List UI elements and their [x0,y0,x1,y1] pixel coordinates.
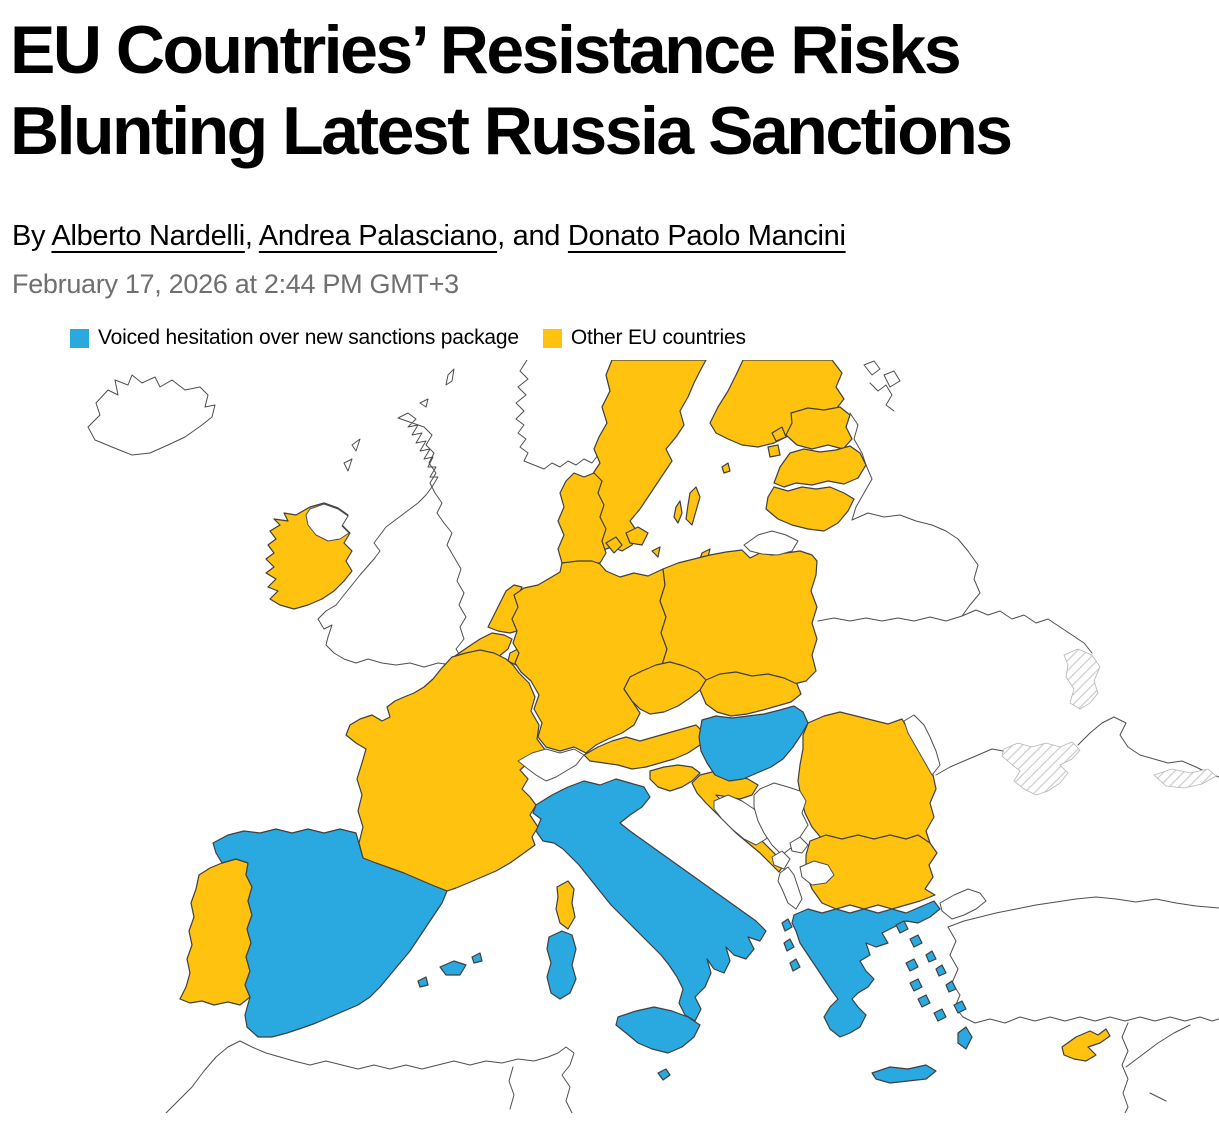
coastline-black-sea-north [935,748,1004,776]
legend-swatch-hesitant [70,328,89,348]
map-island-aland [721,462,731,474]
coastline-levant [1121,1022,1191,1113]
legend-label-hesitant: Voiced hesitation over new sanctions pac… [98,326,519,349]
europe-map-svg [87,360,1219,1113]
map-country-lithuania [765,486,855,532]
map-island-gotland-oland [673,486,701,526]
map-country-hungary [698,705,809,782]
legend-label-other: Other EU countries [570,326,746,349]
map-country-albania [777,866,803,910]
byline: By Alberto Nardelli, Andrea Palasciano, … [12,220,1219,253]
map-islands-aegean-ionian [781,918,973,1050]
map-islands-denmark [605,526,711,560]
hatched-area-kuban [1153,768,1217,789]
title-line-1: EU Countries’ Resistance Risks [10,12,962,88]
map-country-spain [212,828,448,1038]
map-country-estonia [767,406,853,458]
border-belarus [817,512,981,622]
hatched-area-crimea [1001,741,1081,796]
map-region-kaliningrad [743,530,799,556]
map-country-denmark [557,472,607,564]
title-line-2: Blunting Latest Russia Sanctions [10,93,1013,169]
author-link-3[interactable]: Donato Paolo Mancini [567,220,846,252]
publish-date: February 17, 2026 at 2:44 PM GMT+3 [12,269,459,299]
map-island-crete [871,1064,937,1084]
coastline-iceland [87,374,216,456]
map-country-kosovo [789,836,809,854]
author-link-2[interactable]: Andrea Palasciano [258,220,498,252]
map-country-montenegro [771,850,791,870]
map-country-latvia [773,445,867,488]
legend-item-other: Other EU countries [542,326,746,350]
map-country-cyprus [1061,1028,1111,1062]
map-island-corsica [555,880,576,930]
map-island-sardinia [546,930,577,1000]
map-island-sicily [615,1006,701,1054]
map-country-bulgaria [805,834,938,910]
coastline-anatolia-west-south [947,926,1219,1024]
europe-map [0,360,1219,1113]
map-country-bosnia [713,794,773,846]
map-country-italy [532,778,767,1022]
map-country-switzerland [517,748,585,782]
map-country-france [345,649,547,892]
map-country-malta [657,1068,671,1081]
map-region-turkish-thrace [939,888,987,920]
map-country-germany [511,560,668,754]
map-islands-balearic [417,952,483,988]
byline-prefix: By [12,220,52,252]
map-country-north-macedonia [799,860,835,886]
legend-item-hesitant: Voiced hesitation over new sanctions pac… [70,326,519,350]
coastline-north-africa [165,1040,575,1113]
map-legend: Voiced hesitation over new sanctions pac… [70,326,1219,350]
coastline-azov-russia [1077,716,1219,778]
map-country-czechia [623,661,707,715]
border-russia-ukraine [961,609,1093,654]
coastline-hebrides-orkney-shetland [343,368,455,472]
map-country-greece [791,900,941,1038]
page-title: EU Countries’ Resistance Risks Blunting … [10,10,1219,172]
map-country-finland [709,360,845,448]
map-country-moldova [903,714,941,776]
map-country-slovakia [699,671,802,717]
map-country-sweden [588,360,707,552]
article-page: { "article": { "title_line1": "EU Countr… [0,10,1219,1148]
legend-swatch-other [542,328,562,348]
map-country-slovenia [649,764,701,792]
map-country-portugal [179,858,253,1006]
map-region-northern-ireland [305,503,350,542]
byline-separator-1: , [244,220,259,252]
byline-separator-2: , and [497,220,568,252]
coastline-anatolia-north [947,896,1219,928]
author-link-1[interactable]: Alberto Nardelli [51,220,245,252]
hatched-area-eastern-ukraine [1063,648,1101,710]
coastline-united-kingdom [317,412,467,668]
lakes-northwest-russia [863,360,901,412]
